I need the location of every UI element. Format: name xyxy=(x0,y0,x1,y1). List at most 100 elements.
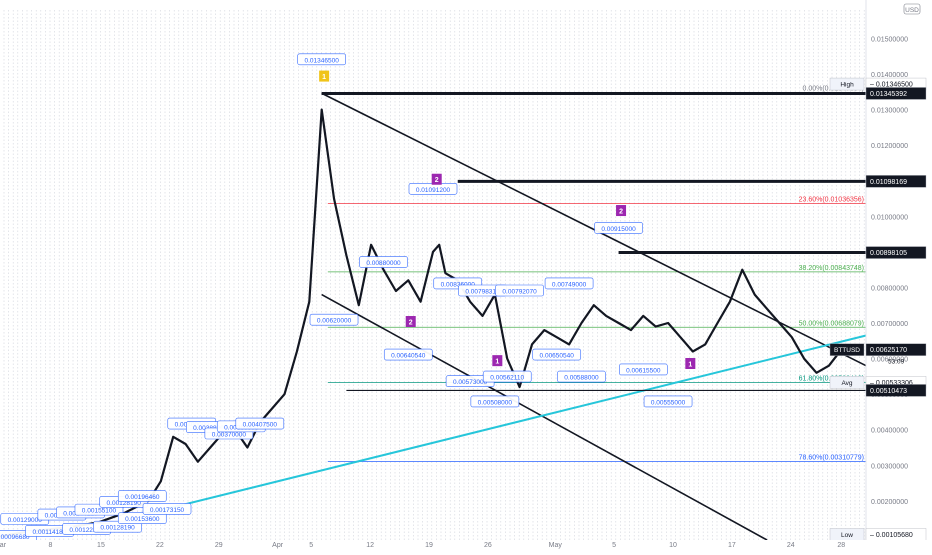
price-tag-value: 0.01345392 xyxy=(870,91,907,98)
pattern-marker-text: 2 xyxy=(409,320,413,327)
x-tick-label: 26 xyxy=(484,542,492,549)
x-tick-label: Mar xyxy=(0,542,7,549)
price-point-label: 0.00792070 xyxy=(495,284,544,297)
x-tick-label: 19 xyxy=(425,542,433,549)
price-tag: Low – 0.00105680 xyxy=(829,528,927,541)
y-tick-label: 0.00700000 xyxy=(871,321,908,328)
price-point-box xyxy=(117,490,167,502)
price-point-box xyxy=(359,256,408,268)
price-point-label: 0.00749000 xyxy=(544,277,594,290)
price-point-label: 0.00114180 xyxy=(25,525,74,537)
price-point-box xyxy=(532,348,582,361)
x-tick-label: 12 xyxy=(366,542,374,549)
pattern-marker-box xyxy=(431,173,442,185)
y-tick-label: 0.00600000 xyxy=(871,357,908,364)
price-tag-value: 0.01098169 xyxy=(870,179,907,186)
price-tag-label: Avg xyxy=(841,380,852,387)
gridlines xyxy=(3,10,865,540)
price-tag-box xyxy=(865,384,927,397)
price-point-text: 0.00407500 xyxy=(243,422,278,429)
price-point-label: 0.00620000 xyxy=(309,313,359,326)
price-point-text: 0.00508000 xyxy=(478,399,513,406)
price-point-label: 0.00640540 xyxy=(383,348,433,361)
y-tick-label: 0.01400000 xyxy=(871,72,908,79)
currency-badge-box xyxy=(903,3,921,15)
x-tick-label: 5 xyxy=(309,542,313,549)
price-point-label: 0.00173150 xyxy=(142,503,192,515)
price-tag-value: – 0.00105680 xyxy=(870,532,913,539)
price-point-text: 0.00792070 xyxy=(502,289,537,296)
price-series xyxy=(0,108,843,538)
fib-level-label: 38.20%(0.00843748) xyxy=(799,265,864,272)
price-point-text: 0.00562110 xyxy=(490,375,524,382)
trendline-support xyxy=(148,334,867,515)
price-tag: 0.00898105 xyxy=(865,246,927,259)
price-tag-value: 0.00898105 xyxy=(870,250,907,257)
price-point-text: 0.00880000 xyxy=(366,260,401,267)
price-tag-value: – 0.01346500 xyxy=(870,82,913,89)
x-tick-label: 17 xyxy=(728,542,736,549)
pattern-marker-box xyxy=(685,357,696,369)
price-tag: High – 0.01346500 xyxy=(829,77,927,91)
price-point-label: 0.00615500 xyxy=(619,363,668,376)
price-point-text: 0.00155100 xyxy=(82,508,117,515)
price-point-text: 0.00153600 xyxy=(125,516,160,523)
pattern-marker-box xyxy=(319,70,330,82)
price-point-label: 0.00508000 xyxy=(470,395,520,408)
price-point-text: 0.00640540 xyxy=(391,353,426,360)
x-tick-label: 28 xyxy=(837,542,845,549)
price-point-text: 0.00615500 xyxy=(626,367,661,374)
x-tick-label: 29 xyxy=(215,542,223,549)
price-point-text: 0.00128190 xyxy=(107,500,142,507)
pattern-marker: 2 xyxy=(616,205,627,217)
price-point-box xyxy=(235,417,285,430)
pattern-marker-box xyxy=(616,205,627,217)
price-point-text: 0.00196460 xyxy=(125,494,160,501)
price-tag: 0.01098169 xyxy=(865,175,927,188)
price-point-text: 0.01346500 xyxy=(304,57,339,64)
x-tick-label: 5 xyxy=(612,542,616,549)
price-point-box xyxy=(309,313,359,326)
price-point-label: 0.01091200 xyxy=(408,182,458,195)
price-point-text: 0.00915000 xyxy=(601,226,636,233)
y-tick-label: 0.01300000 xyxy=(871,108,908,115)
pattern-marker-text: 2 xyxy=(619,209,623,216)
price-point-box xyxy=(117,512,167,524)
price-point-label: 0.00573000 xyxy=(445,375,495,388)
y-tick-label: 0.00800000 xyxy=(871,285,908,292)
price-tag-box xyxy=(865,87,927,100)
price-point-text: 0.00749000 xyxy=(552,281,587,288)
y-tick-label: 0.00200000 xyxy=(871,499,908,506)
price-tag-label: BTTUSD xyxy=(834,347,860,354)
price-point-box xyxy=(557,370,606,383)
currency-badge: USD xyxy=(903,3,921,15)
price-point-text: 0.00114180 xyxy=(33,529,67,536)
x-tick-label: 24 xyxy=(787,542,795,549)
price-point-box xyxy=(495,284,544,297)
trendline-lower xyxy=(321,293,768,541)
pattern-markers: 1 2 2 1 2 1 xyxy=(319,70,696,369)
price-point-text: 0.00573000 xyxy=(453,379,488,386)
pattern-marker-text: 1 xyxy=(688,361,692,368)
y-tick-label: 0.01000000 xyxy=(871,214,908,221)
x-tick-label: 22 xyxy=(156,542,164,549)
price-point-box xyxy=(643,395,693,408)
trendlines xyxy=(148,91,867,541)
price-point-box xyxy=(619,363,668,376)
price-tag-box xyxy=(865,175,927,188)
pattern-marker-box xyxy=(492,355,503,367)
time-axis: Mar 8 15 22 29 Apr 5 12 19 26 May 5 10 17 24 28 xyxy=(0,540,932,550)
price-tag-box xyxy=(865,343,927,356)
countdown-label: 53:09 xyxy=(888,359,905,366)
price-point-text: 0.00122120 xyxy=(69,527,104,534)
price-point-text: 0.00620000 xyxy=(317,318,352,325)
point-labels: 0.000966800.001290000.001141800.00129660… xyxy=(0,53,693,542)
price-tag-label-box xyxy=(829,77,865,91)
pattern-marker-text: 1 xyxy=(495,359,499,366)
price-point-box xyxy=(482,370,532,383)
price-point-label: 0.00562110 xyxy=(482,370,532,383)
fib-level-label: 78.60%(0.00310779) xyxy=(799,454,864,461)
pattern-marker: 2 xyxy=(431,173,442,185)
